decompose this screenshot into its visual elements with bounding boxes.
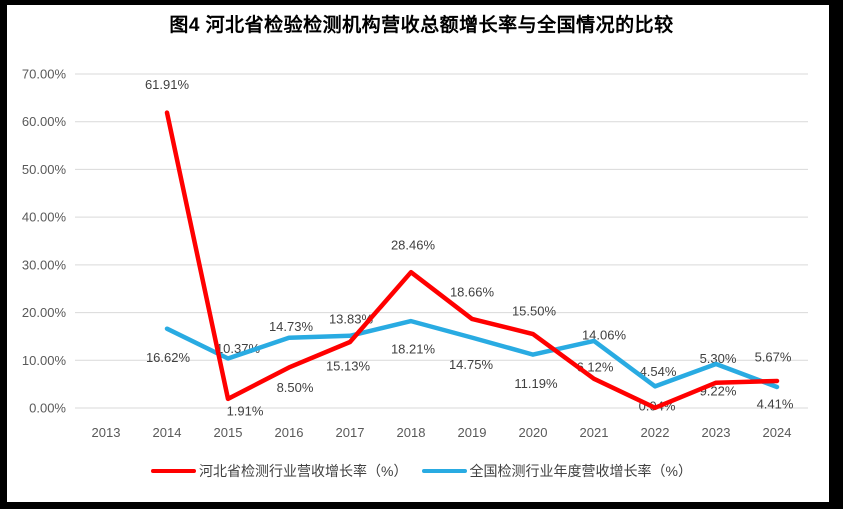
x-tick-label: 2020 bbox=[519, 425, 548, 440]
legend-item-national: 全国检测行业年度营收增长率（%） bbox=[421, 461, 692, 481]
data-label: 18.66% bbox=[450, 284, 495, 299]
data-label: 18.21% bbox=[391, 342, 436, 357]
data-label: 14.06% bbox=[582, 327, 627, 342]
x-tick-label: 2019 bbox=[458, 425, 487, 440]
x-tick-label: 2018 bbox=[397, 425, 426, 440]
legend-item-hebei: 河北省检测行业营收增长率（%） bbox=[151, 461, 408, 481]
data-label: 14.73% bbox=[269, 319, 314, 334]
series-line-hebei bbox=[164, 110, 780, 411]
x-tick-label: 2014 bbox=[153, 425, 182, 440]
x-tick-label: 2022 bbox=[641, 425, 670, 440]
data-label: 13.83% bbox=[329, 312, 374, 327]
x-tick-label: 2013 bbox=[92, 425, 121, 440]
data-label: 5.30% bbox=[700, 351, 737, 366]
data-label: 11.19% bbox=[514, 376, 558, 391]
y-tick-label: 60.00% bbox=[22, 114, 67, 129]
page-edge-right bbox=[829, 0, 843, 509]
legend-label-national: 全国检测行业年度营收增长率（%） bbox=[469, 463, 692, 479]
series-line-national bbox=[164, 318, 780, 390]
y-tick-label: 50.00% bbox=[22, 162, 67, 177]
chart-title: 图4 河北省检验检测机构营收总额增长率与全国情况的比较 bbox=[169, 15, 674, 36]
data-label: 15.50% bbox=[512, 304, 557, 319]
y-tick-label: 10.00% bbox=[22, 353, 67, 368]
data-label: 8.50% bbox=[277, 380, 314, 395]
legend-line-swatch-blue bbox=[421, 469, 467, 473]
x-tick-label: 2016 bbox=[275, 425, 304, 440]
page-edge-left bbox=[0, 0, 7, 509]
legend-label-hebei: 河北省检测行业营收增长率（%） bbox=[199, 463, 408, 479]
data-label: 1.91% bbox=[227, 403, 264, 418]
data-label: 4.41% bbox=[757, 396, 794, 411]
data-label: 14.75% bbox=[449, 357, 494, 372]
x-tick-label: 2024 bbox=[763, 425, 792, 440]
chart-legend: 河北省检测行业营收增长率（%） 全国检测行业年度营收增长率（%） bbox=[0, 461, 843, 481]
x-tick-label: 2023 bbox=[702, 425, 731, 440]
legend-line-swatch-red bbox=[151, 469, 197, 473]
x-tick-label: 2017 bbox=[336, 425, 365, 440]
y-tick-label: 0.00% bbox=[29, 401, 66, 416]
data-label: 4.54% bbox=[640, 364, 677, 379]
x-tick-label: 2015 bbox=[214, 425, 243, 440]
data-label: 15.13% bbox=[326, 358, 371, 373]
data-label: 16.62% bbox=[146, 350, 191, 365]
data-label: 28.46% bbox=[391, 238, 436, 253]
x-tick-label: 2021 bbox=[580, 425, 609, 440]
page-edge-top bbox=[0, 0, 843, 5]
data-label: 61.91% bbox=[145, 77, 190, 92]
y-tick-label: 70.00% bbox=[22, 67, 67, 82]
y-tick-label: 40.00% bbox=[22, 210, 67, 225]
page-edge-bottom bbox=[0, 502, 843, 509]
data-label: 5.67% bbox=[755, 349, 792, 364]
y-tick-label: 20.00% bbox=[22, 305, 67, 320]
y-tick-label: 30.00% bbox=[22, 257, 67, 272]
